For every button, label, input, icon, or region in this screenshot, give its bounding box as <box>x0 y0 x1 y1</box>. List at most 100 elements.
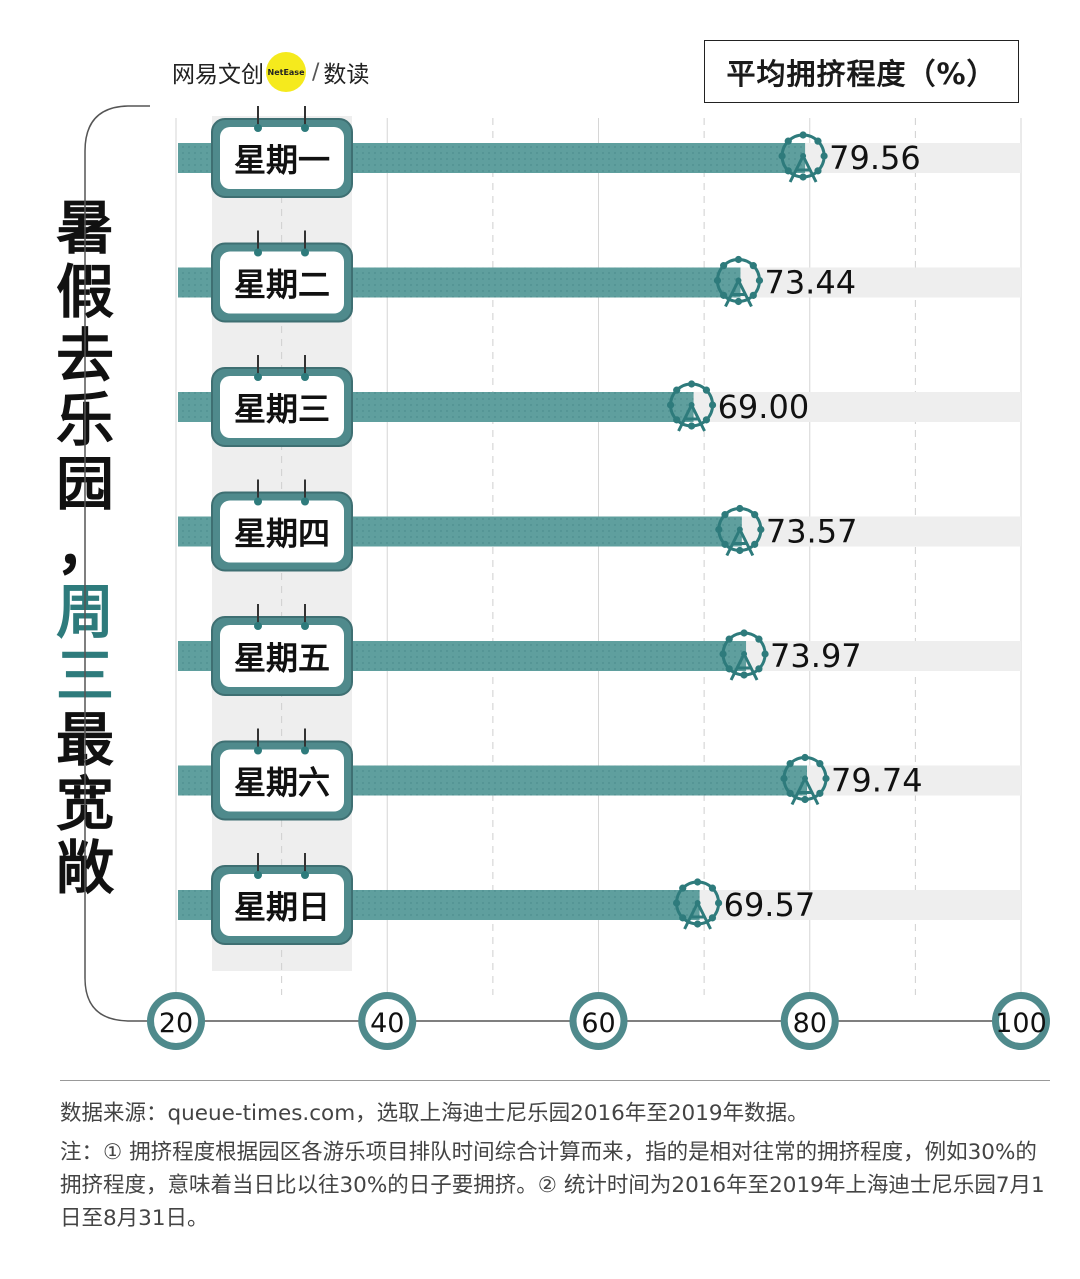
wheel-cabin <box>814 137 822 145</box>
wheel-cabin <box>725 665 733 673</box>
brand-logo: 网易文创 NetEase / 数读 <box>172 52 369 92</box>
tag-pin-head <box>301 497 309 506</box>
bar-row: 79.74 星期六 <box>178 728 1021 821</box>
wheel-cabin <box>749 291 757 299</box>
value-label: 69.57 <box>724 886 816 924</box>
wheel-cabin <box>687 380 696 388</box>
x-axis-ticks: 20 40 60 80 100 <box>147 992 1050 1050</box>
category-tag: 星期六 <box>211 728 353 821</box>
tag-pin-head <box>301 124 309 132</box>
tag-pin-head <box>254 871 262 879</box>
x-tick: 60 <box>569 992 628 1050</box>
bar-row: 73.44 星期二 <box>178 230 1021 323</box>
wheel-cabin <box>780 774 788 783</box>
wheel-cabin <box>693 920 702 928</box>
wheel-cabin <box>736 546 744 555</box>
chart-frame <box>84 105 1020 1022</box>
wheel-cabin <box>757 525 765 534</box>
wheel-cabin <box>751 540 759 548</box>
category-tag: 星期一 <box>211 106 353 198</box>
category-label: 星期一 <box>234 141 330 179</box>
ferris-wheel-icon <box>672 878 723 930</box>
unit-label: 平均拥挤程度（%） <box>704 40 1019 103</box>
x-tick-label: 40 <box>370 1008 404 1039</box>
tag-pin-head <box>301 871 309 879</box>
tag-pin-head <box>254 248 262 257</box>
wheel-cabin <box>672 899 681 907</box>
value-label: 73.57 <box>766 513 858 551</box>
wheel-cabin <box>799 131 807 139</box>
value-label: 79.56 <box>829 139 921 177</box>
bar-row: 69.00 星期三 <box>178 355 1021 447</box>
tag-pin-head <box>254 746 262 755</box>
value-label: 73.97 <box>770 637 862 675</box>
brand-sub: 数读 <box>323 62 370 88</box>
tag-pin-head <box>254 622 262 630</box>
wheel-cabin <box>673 416 681 424</box>
wheel-cabin <box>740 629 748 637</box>
bar-row: 69.57 星期日 <box>178 853 1021 945</box>
value-label: 79.74 <box>831 762 923 800</box>
bar-row: 73.97 星期五 <box>178 604 1021 696</box>
wheel-cabin <box>786 789 794 797</box>
wheel-cabin <box>822 774 830 783</box>
category-tag: 星期二 <box>211 230 353 323</box>
x-tick-label: 60 <box>581 1008 615 1039</box>
tag-pin-head <box>254 497 262 506</box>
ferris-wheel-icon <box>780 753 830 806</box>
wheel-stand <box>683 899 712 930</box>
brand-divider: / <box>312 59 320 85</box>
wheel-cabin <box>755 276 764 285</box>
wheel-cabin <box>816 789 824 797</box>
wheel-cabin <box>755 665 763 673</box>
wheel-cabin <box>784 167 792 175</box>
x-tick-label: 20 <box>159 1008 193 1039</box>
brand-badge: NetEase <box>266 52 306 92</box>
category-tag: 星期三 <box>211 355 353 447</box>
wheel-cabin <box>820 152 828 160</box>
wheel-cabin <box>720 291 728 299</box>
wheel-cabin <box>801 795 809 804</box>
tag-pin-head <box>301 248 309 257</box>
wheel-cabin <box>721 540 729 548</box>
bars: 79.56 星期一 73.44 星期二 69.00 星期三 73.57 星期四 73.97 星期五… <box>178 106 1021 945</box>
tag-inner <box>220 749 344 812</box>
wheel-cabin <box>786 760 794 768</box>
category-label: 星期五 <box>234 639 330 677</box>
wheel-cabin <box>816 760 824 768</box>
wheel-cabin <box>708 914 717 922</box>
wheel-cabin <box>778 152 786 160</box>
ferris-wheel-icon <box>778 131 828 183</box>
wheel-cabin <box>761 650 769 658</box>
wheel-cabin <box>679 914 687 922</box>
bar-row: 73.57 星期四 <box>178 479 1021 572</box>
wheel-cabin <box>814 167 822 175</box>
ferris-wheel-icon <box>715 504 765 557</box>
wheel-cabin <box>784 137 792 145</box>
value-label: 69.00 <box>718 388 810 426</box>
category-tag: 星期四 <box>211 479 353 572</box>
wheel-cabin <box>734 297 743 306</box>
tag-pin-head <box>301 622 309 630</box>
ferris-wheel-icon <box>719 629 769 681</box>
tag-inner <box>220 500 344 563</box>
wheel-cabin <box>734 255 743 264</box>
wheel-cabin <box>755 635 763 643</box>
wheel-stand <box>724 277 753 308</box>
wheel-cabin <box>801 753 809 762</box>
ferris-wheel-icon <box>713 255 764 308</box>
tag-inner <box>220 376 344 438</box>
x-tick: 100 <box>992 992 1050 1050</box>
wheel-cabin <box>799 173 807 181</box>
wheel-stand <box>677 401 706 432</box>
data-source: 数据来源：queue-times.com，选取上海迪士尼乐园2016年至2019… <box>60 1101 809 1126</box>
ferris-wheel-icon <box>666 380 717 432</box>
wheel-cabin <box>736 504 744 513</box>
wheel-cabin <box>721 511 729 519</box>
tag-inner <box>220 625 344 687</box>
wheel-cabin <box>708 884 717 892</box>
wheel-stand <box>788 152 818 183</box>
category-tag: 星期五 <box>211 604 353 696</box>
value-label: 73.44 <box>764 264 856 302</box>
tag-pin-head <box>301 373 309 381</box>
